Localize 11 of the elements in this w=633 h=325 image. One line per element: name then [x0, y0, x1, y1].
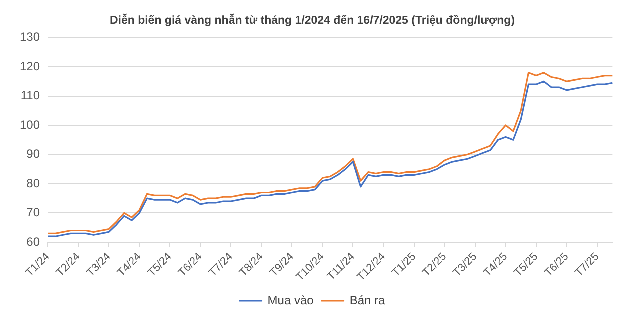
chart-title: Diễn biến giá vàng nhẫn từ tháng 1/2024 đến 16/7/2025 (Triệu đồng/lượng): [110, 13, 516, 28]
y-tick-label: 120: [20, 59, 40, 74]
y-tick-label: 90: [26, 147, 40, 162]
y-tick-label: 70: [26, 206, 40, 220]
legend-label: Bán ra: [350, 293, 386, 308]
y-tick-label: 60: [26, 234, 40, 249]
legend-label: Mua vào: [268, 293, 314, 308]
y-tick-label: 80: [26, 176, 40, 190]
y-tick-label: 100: [20, 118, 40, 132]
y-tick-label: 110: [20, 88, 40, 103]
y-tick-label: 130: [20, 30, 40, 44]
